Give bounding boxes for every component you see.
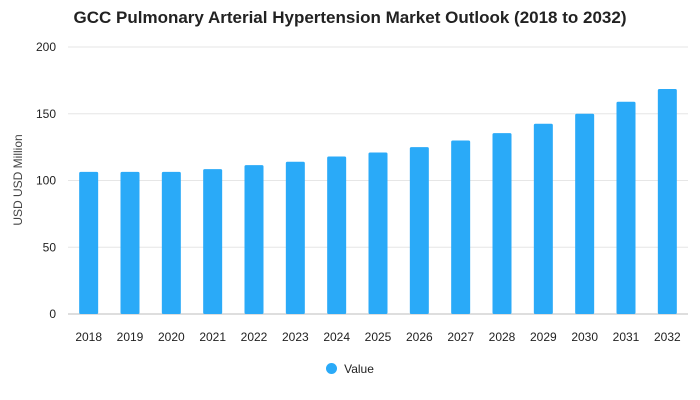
bar-2024 <box>327 156 347 314</box>
x-tick-label: 2029 <box>530 330 557 344</box>
bars <box>79 89 677 315</box>
x-tick-label: 2032 <box>654 330 681 344</box>
y-tick-label: 150 <box>36 107 56 121</box>
bar-2029 <box>533 123 553 314</box>
x-tick-label: 2024 <box>323 330 350 344</box>
x-tick-label: 2020 <box>158 330 185 344</box>
bar-2021 <box>203 169 223 314</box>
x-tick-label: 2023 <box>282 330 309 344</box>
x-tick-label: 2030 <box>571 330 598 344</box>
bar-2018 <box>79 171 99 314</box>
x-axis-ticks: 2018 2019 2020 2021 2022 2023 2024 2025 2026 2027… <box>75 330 681 344</box>
x-tick-label: 2021 <box>199 330 226 344</box>
x-tick-label: 2025 <box>365 330 392 344</box>
x-tick-label: 2031 <box>613 330 640 344</box>
y-axis-ticks: 0 50 100 150 200 <box>36 40 56 321</box>
bar-2027 <box>451 140 471 314</box>
legend-label: Value <box>344 362 374 376</box>
x-tick-label: 2026 <box>406 330 433 344</box>
bar-2019 <box>120 171 140 314</box>
bar-2020 <box>161 171 181 314</box>
y-tick-label: 200 <box>36 40 56 54</box>
legend-swatch <box>326 363 338 374</box>
bar-2028 <box>492 133 512 314</box>
y-tick-label: 100 <box>36 174 56 188</box>
legend: Value <box>0 362 700 376</box>
bar-2031 <box>616 101 636 314</box>
y-tick-label: 50 <box>43 240 57 254</box>
y-tick-label: 0 <box>49 307 56 321</box>
bar-2025 <box>368 152 388 314</box>
x-tick-label: 2019 <box>117 330 144 344</box>
y-axis-title: USD USD Million <box>11 134 25 225</box>
bar-2023 <box>285 161 305 314</box>
x-tick-label: 2028 <box>489 330 516 344</box>
x-tick-label: 2027 <box>447 330 474 344</box>
bar-2022 <box>244 165 264 314</box>
x-tick-label: 2018 <box>75 330 102 344</box>
chart-title: GCC Pulmonary Arterial Hypertension Mark… <box>73 8 627 27</box>
x-tick-label: 2022 <box>241 330 268 344</box>
bar-2026 <box>409 147 429 314</box>
bar-2032 <box>657 89 677 315</box>
bar-2030 <box>575 113 595 314</box>
